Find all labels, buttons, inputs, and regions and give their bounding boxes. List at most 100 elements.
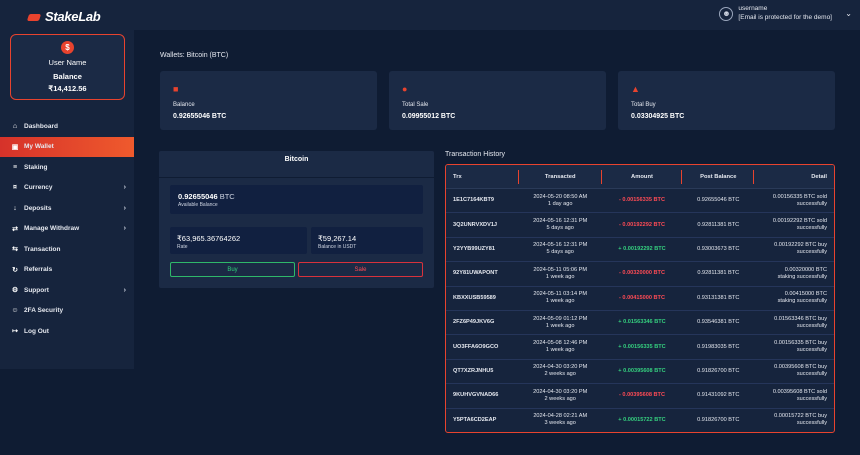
transaction-history-title: Transaction History: [445, 151, 506, 158]
sidebar-item-label: Staking: [24, 163, 48, 171]
trx-id: 1E1C7164KBT9: [453, 197, 495, 204]
post-balance-cell: 0.91431092 BTC: [697, 392, 740, 399]
trx-id: 92Y81UWAPONT: [453, 270, 498, 277]
available-balance-box: 0.92655046 BTC Available Balance: [170, 185, 423, 214]
home-icon: ⌂: [12, 122, 18, 130]
sidebar-item-label: Referrals: [24, 266, 53, 274]
staking-icon: ≡: [12, 163, 18, 171]
stat-label: Total Buy: [631, 102, 656, 108]
buy-icon: ▲: [631, 84, 640, 94]
stat-value: 0.03304925 BTC: [631, 113, 685, 120]
chevron-right-icon: ›: [123, 184, 126, 192]
post-balance-cell: 0.91826700 BTC: [697, 416, 740, 423]
wallet-icon: ▣: [11, 143, 19, 151]
detail-cell: 0.00192292 BTC sold successfully: [772, 218, 828, 232]
amount-cell: - 0.00192292 BTC: [618, 221, 666, 228]
logo-text: StakeLab: [45, 9, 101, 24]
rate-box: ₹63,965.36764262 Rate: [170, 227, 307, 254]
dollar-icon: $: [61, 41, 74, 54]
sidebar-item-label: Manage Withdraw: [24, 225, 80, 233]
table-row: QT7XZRJNHU5 2024-04-30 03:20 PM 2 weeks ag…: [446, 360, 834, 385]
detail-cell: 0.00192292 BTC buy successfully: [774, 242, 828, 256]
sidebar-item-currency[interactable]: ¤ Currency ›: [0, 178, 134, 199]
referrals-icon: ↻: [12, 266, 18, 274]
sidebar-item-label: Support: [24, 286, 49, 294]
header-email: [Email is protected for the demo]: [738, 13, 832, 21]
detail-cell: 0.00156335 BTC buy successfully: [774, 340, 828, 354]
chevron-right-icon: ›: [123, 225, 126, 233]
transacted-cell: 2024-04-28 02:21 AM 3 weeks ago: [533, 413, 588, 427]
table-header: Trx Transacted Amount Post Balance Detai…: [446, 165, 834, 189]
sidebar-item-label: Transaction: [24, 245, 61, 253]
sidebar-item-support[interactable]: ⚙ Support ›: [0, 280, 134, 301]
stat-card-balance: ■ Balance 0.92655046 BTC: [160, 71, 377, 130]
amount-cell: - 0.00320000 BTC: [618, 270, 666, 277]
sidebar-nav: ⌂ Dashboard ▣ My Wallet ≡ Staking ¤ Currency › ↓ D…: [0, 116, 134, 342]
logo[interactable]: StakeLab: [28, 9, 101, 24]
sidebar-item-my-wallet[interactable]: ▣ My Wallet: [0, 136, 134, 157]
trx-id: Y5PTA6CD2EAP: [453, 416, 497, 423]
table-body: 1E1C7164KBT9 2024-05-20 08:50 AM 1 day ago…: [446, 189, 834, 432]
sell-button[interactable]: Sale: [298, 262, 423, 277]
currency-icon: ¤: [13, 184, 17, 192]
user-menu[interactable]: ☻ username [Email is protected for the d…: [719, 5, 832, 22]
post-balance-cell: 0.91983035 BTC: [697, 343, 740, 350]
top-header: ☻ username [Email is protected for the d…: [134, 0, 860, 30]
table-row: 1E1C7164KBT9 2024-05-20 08:50 AM 1 day ago…: [446, 189, 834, 214]
sidebar-item-referrals[interactable]: ↻ Referrals: [0, 260, 134, 281]
post-balance-cell: 0.93003673 BTC: [697, 245, 740, 252]
detail-cell: 0.00320000 BTC staking successfully: [777, 266, 828, 280]
stat-label: Balance: [173, 102, 195, 108]
sidebar-item-deposits[interactable]: ↓ Deposits ›: [0, 198, 134, 219]
trx-id: UO3FFA6O9GCO: [453, 343, 499, 350]
transacted-cell: 2024-05-08 12:46 PM 1 week ago: [533, 340, 588, 354]
post-balance-cell: 0.93546381 BTC: [697, 319, 740, 326]
column-header-post-balance: Post Balance: [682, 165, 755, 188]
amount-cell: - 0.00156335 BTC: [618, 197, 666, 204]
trx-id: 2FZ6P49JKV6G: [453, 319, 495, 326]
detail-cell: 0.00395608 BTC sold successfully: [772, 388, 828, 402]
sidebar-item-label: Deposits: [24, 204, 52, 212]
table-row: 9KUHVGVNAD66 2024-04-30 03:20 PM 2 weeks a…: [446, 384, 834, 409]
column-header-transacted: Transacted: [519, 165, 602, 188]
sidebar-item-manage-withdraw[interactable]: ⇄ Manage Withdraw ›: [0, 219, 134, 240]
usdt-box: ₹59,267.14 Balance in USDT: [311, 227, 423, 254]
available-balance-value: 0.92655046: [178, 192, 218, 201]
transacted-cell: 2024-04-30 03:20 PM 2 weeks ago: [533, 388, 588, 402]
transacted-cell: 2024-05-20 08:50 AM 1 day ago: [533, 193, 588, 207]
available-balance-label: Available Balance: [178, 202, 218, 208]
sidebar-item-log-out[interactable]: ↦ Log Out: [0, 321, 134, 342]
trx-id: KBXXUSB59589: [453, 294, 496, 301]
user-name: User Name: [48, 58, 87, 67]
trx-id: Y2YYB99UZY81: [453, 245, 495, 252]
transacted-cell: 2024-05-16 12:31 PM 5 days ago: [533, 242, 588, 256]
sidebar-item-transaction[interactable]: ⇆ Transaction: [0, 239, 134, 260]
transacted-cell: 2024-05-11 05:06 PM 1 week ago: [533, 266, 588, 280]
sidebar-item-dashboard[interactable]: ⌂ Dashboard: [0, 116, 134, 137]
table-row: Y2YYB99UZY81 2024-05-16 12:31 PM 5 days ag…: [446, 238, 834, 263]
sidebar-item-label: Currency: [24, 184, 53, 192]
buy-button[interactable]: Buy: [170, 262, 295, 277]
sidebar-item-label: 2FA Security: [24, 307, 64, 315]
sidebar-item-2fa-security[interactable]: ☺ 2FA Security: [0, 301, 134, 322]
transaction-icon: ⇆: [12, 246, 18, 254]
trx-id: 3Q2UNRVXDV1J: [453, 221, 498, 228]
post-balance-cell: 0.92655046 BTC: [697, 197, 740, 204]
post-balance-cell: 0.92811381 BTC: [697, 221, 740, 228]
table-row: 92Y81UWAPONT 2024-05-11 05:06 PM 1 week ag…: [446, 262, 834, 287]
sidebar-item-staking[interactable]: ≡ Staking: [0, 157, 134, 178]
chevron-right-icon: ›: [123, 204, 126, 212]
money-icon: ■: [173, 84, 179, 94]
post-balance-cell: 0.92811381 BTC: [697, 270, 740, 277]
user-card: $ User Name Balance ₹14,412.56: [10, 34, 125, 100]
chevron-down-icon[interactable]: ⌄: [845, 9, 852, 18]
amount-cell: + 0.00015722 BTC: [618, 416, 666, 423]
available-balance-unit: BTC: [219, 192, 235, 201]
usdt-value: ₹59,267.14: [318, 234, 357, 243]
wallet-title: Bitcoin: [284, 156, 309, 163]
balance-label: Balance: [53, 72, 82, 81]
detail-cell: 0.01563346 BTC buy successfully: [774, 315, 828, 329]
page-title: Wallets: Bitcoin (BTC): [160, 52, 229, 59]
table-row: 2FZ6P49JKV6G 2024-05-09 01:12 PM 1 week ag…: [446, 311, 834, 336]
sidebar-item-label: My Wallet: [24, 143, 54, 151]
